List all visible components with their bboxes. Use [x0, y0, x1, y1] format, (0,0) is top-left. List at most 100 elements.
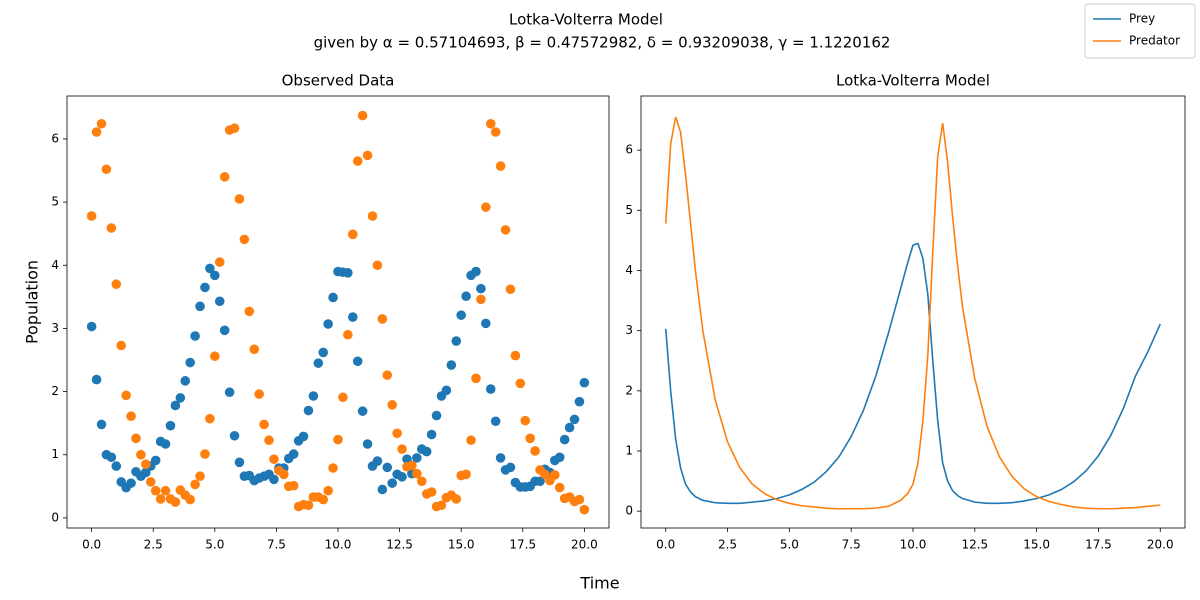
scatter-point: [185, 357, 195, 368]
scatter-point: [495, 453, 506, 463]
scatter-point: [259, 419, 269, 430]
scatter-point: [91, 127, 102, 137]
scatter-point: [515, 378, 526, 389]
legend-label: Predator: [1129, 34, 1180, 48]
scatter-point: [372, 456, 383, 466]
y-tick-label: 5: [625, 203, 633, 217]
scatter-point: [214, 257, 225, 267]
plot-area: [664, 116, 1162, 510]
scatter-point: [150, 485, 161, 496]
scatter-point: [574, 396, 585, 407]
scatter-point: [170, 497, 181, 507]
scatter-point: [96, 419, 107, 430]
scatter-point: [254, 389, 264, 399]
scatter-point: [485, 384, 496, 394]
scatter-point: [111, 461, 122, 471]
scatter-point: [195, 301, 205, 312]
line-series: [664, 242, 1162, 505]
x-tick-label: 5.0: [780, 538, 799, 552]
scatter-point: [362, 150, 373, 161]
scatter-point: [160, 439, 171, 449]
scatter-point: [392, 428, 402, 439]
scatter-point: [136, 449, 146, 460]
legend-box: [1084, 3, 1196, 59]
scatter-point: [407, 460, 417, 471]
scatter-point: [426, 487, 437, 497]
scatter-point: [86, 211, 97, 221]
scatter-point: [328, 463, 338, 473]
scatter-point: [520, 415, 531, 426]
scatter-point: [269, 474, 279, 485]
scatter-point: [416, 476, 427, 487]
scatter-point: [323, 485, 333, 496]
x-tick-label: 15.0: [1023, 538, 1050, 552]
scatter-point: [352, 356, 363, 367]
scatter-point: [160, 485, 171, 496]
scatter-point: [234, 457, 245, 468]
scatter-point: [121, 390, 131, 401]
scatter-point: [574, 494, 585, 505]
scatter-point: [579, 377, 590, 388]
scatter-point: [530, 446, 540, 456]
y-tick-label: 4: [51, 258, 59, 272]
scatter-point: [155, 494, 166, 504]
y-tick-label: 2: [625, 383, 633, 397]
scatter-point: [397, 444, 407, 454]
scatter-point: [377, 484, 388, 495]
x-tick-label: 12.5: [961, 538, 988, 552]
scatter-point: [441, 385, 452, 396]
x-tick-label: 5.0: [205, 538, 224, 552]
scatter-point: [476, 294, 486, 305]
scatter-point: [106, 223, 117, 233]
scatter-point: [436, 500, 447, 511]
scatter-point: [490, 127, 501, 137]
scatter-point: [126, 411, 136, 422]
y-tick-label: 1: [51, 447, 59, 461]
subplot-title: Observed Data: [282, 72, 395, 90]
scatter-point: [579, 504, 590, 515]
scatter-point: [205, 413, 215, 424]
scatter-point: [244, 306, 255, 317]
scatter-point: [165, 420, 176, 431]
scatter-point: [338, 392, 348, 403]
x-tick-label: 10.0: [900, 538, 927, 552]
scatter-point: [377, 314, 388, 324]
scatter-point: [382, 462, 393, 473]
scatter-point: [219, 325, 230, 336]
scatter-point: [535, 476, 545, 487]
y-tick-label: 4: [625, 263, 633, 277]
legend-label: Prey: [1129, 12, 1155, 26]
scatter-point: [195, 471, 205, 482]
scatter-point: [495, 161, 506, 171]
x-axis-label: Time: [579, 574, 619, 593]
scatter-point: [190, 331, 200, 341]
scatter-point: [451, 336, 462, 346]
scatter-point: [234, 194, 245, 204]
y-tick-label: 3: [625, 323, 633, 337]
scatter-point: [111, 279, 122, 290]
x-tick-label: 17.5: [1085, 538, 1112, 552]
scatter-point: [288, 480, 299, 491]
scatter-point: [318, 494, 329, 505]
scatter-point: [456, 310, 466, 320]
scatter-point: [200, 282, 210, 293]
x-tick-label: 0.0: [656, 538, 675, 552]
scatter-point: [116, 340, 126, 351]
x-tick-label: 10.0: [325, 538, 352, 552]
x-tick-label: 7.5: [267, 538, 286, 552]
scatter-point: [357, 406, 368, 416]
scatter-point: [175, 393, 186, 403]
scatter-point: [185, 494, 195, 505]
y-tick-label: 6: [625, 143, 633, 157]
scatter-point: [431, 410, 442, 421]
scatter-point: [461, 291, 471, 302]
scatter-point: [210, 270, 220, 281]
y-tick-label: 5: [51, 195, 59, 209]
scatter-point: [490, 416, 501, 427]
scatter-point: [96, 118, 107, 129]
scatter-point: [205, 263, 215, 274]
scatter-point: [343, 268, 353, 278]
scatter-point: [357, 110, 368, 121]
scatter-point: [210, 351, 220, 362]
scatter-point: [451, 494, 462, 504]
